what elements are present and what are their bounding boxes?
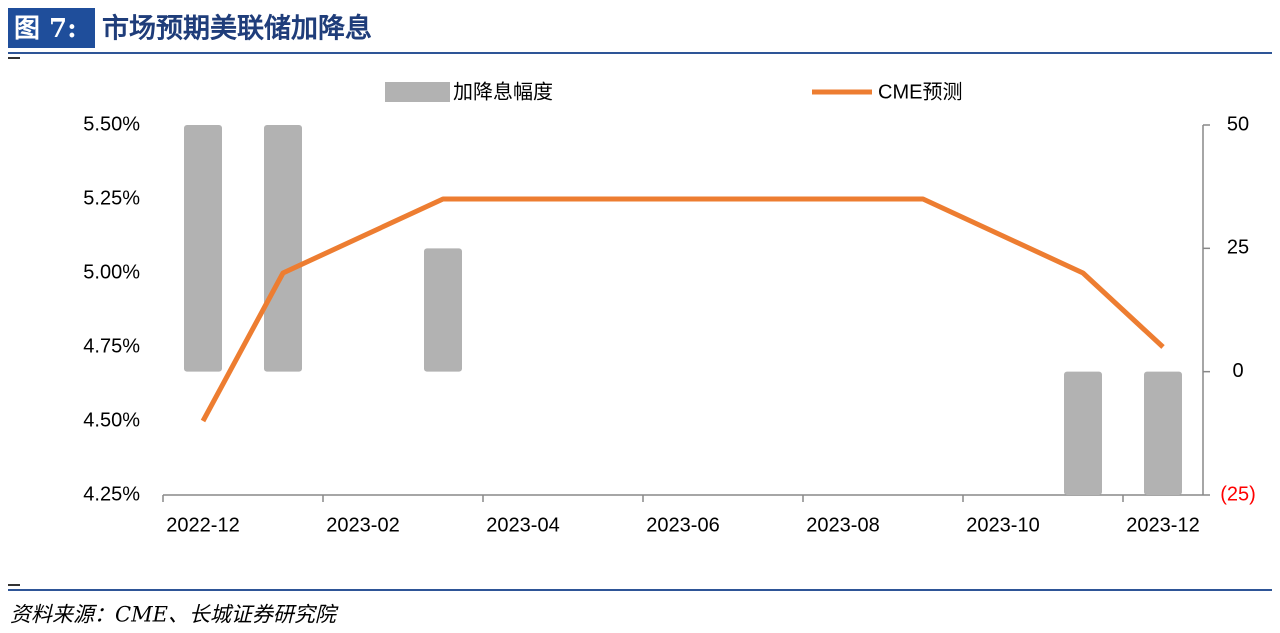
y2-tick-label: 25 xyxy=(1227,237,1249,259)
x-tick-label: 2023-04 xyxy=(486,514,559,536)
legend-label: 加降息幅度 xyxy=(453,80,553,103)
line xyxy=(200,196,1165,423)
y-tick-label: 5.25% xyxy=(83,187,140,209)
y2-tick-label: 50 xyxy=(1227,113,1249,135)
y-tick-label: 5.00% xyxy=(83,261,140,283)
x-tick-label: 2023-10 xyxy=(966,514,1039,536)
x-tick-label: 2023-08 xyxy=(806,514,879,536)
figure-label-box xyxy=(8,8,95,48)
x-tick-label: 2022-12 xyxy=(166,514,239,536)
bar xyxy=(184,125,222,372)
y-tick-label: 5.50% xyxy=(83,113,140,135)
figure-title: 市场预期美联储加降息 xyxy=(102,13,372,45)
bar xyxy=(264,125,302,372)
y-tick-label: 4.25% xyxy=(83,483,140,505)
x-tick-label: 2023-06 xyxy=(646,514,719,536)
bar xyxy=(1144,371,1182,495)
y2-tick-label: 0 xyxy=(1232,360,1243,382)
y-tick-label: 4.75% xyxy=(83,335,140,357)
source-note: 资料来源：CME、长城证券研究院 xyxy=(10,603,339,627)
x-tick-label: 2023-02 xyxy=(326,514,399,536)
figure-label: 图 7: xyxy=(14,14,77,44)
x-tick-label: 2023-12 xyxy=(1126,514,1199,536)
y-tick-label: 4.50% xyxy=(83,409,140,431)
y2-tick-label: (25) xyxy=(1220,483,1256,505)
legend-swatch xyxy=(385,82,450,102)
bar xyxy=(1064,371,1102,495)
bar xyxy=(424,248,462,372)
legend-label: CME预测 xyxy=(878,80,962,103)
